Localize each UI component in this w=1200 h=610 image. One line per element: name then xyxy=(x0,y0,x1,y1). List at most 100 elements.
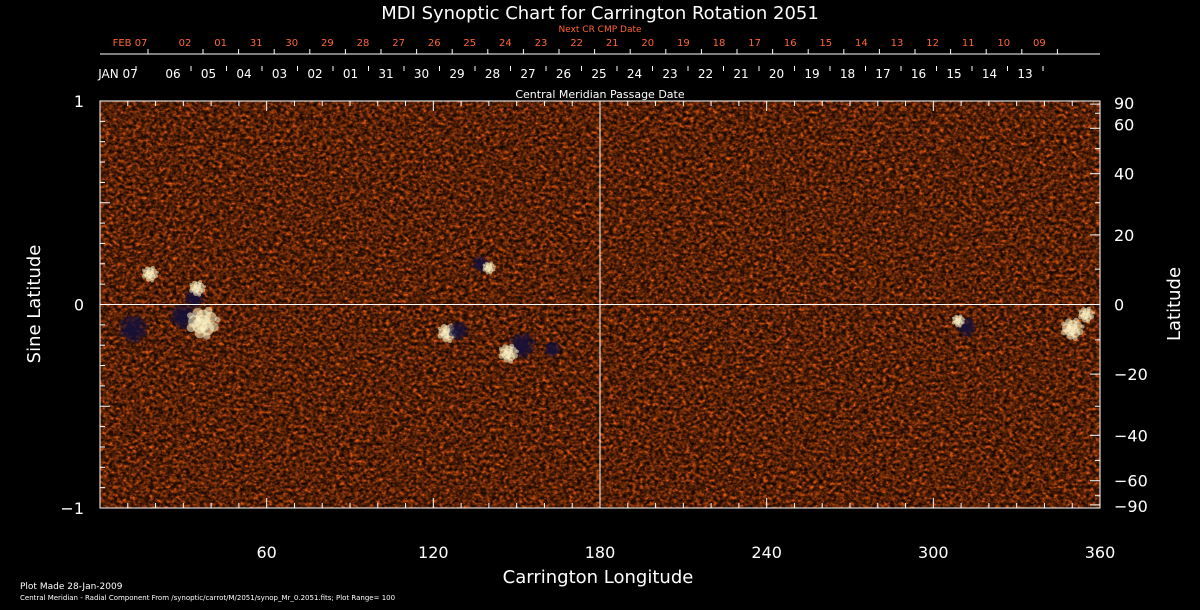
active-region-negative xyxy=(967,320,976,328)
active-region-negative xyxy=(198,297,205,304)
active-region-negative xyxy=(462,330,468,337)
y-right-tick-label: 20 xyxy=(1114,226,1134,245)
active-region-negative xyxy=(967,317,973,323)
cmp-date-label: 25 xyxy=(591,67,606,81)
active-region-positive xyxy=(1076,328,1084,336)
active-region-negative xyxy=(125,332,136,343)
active-region-positive xyxy=(498,353,504,359)
cmp-date-label: 02 xyxy=(307,67,322,81)
active-region-negative xyxy=(118,329,127,338)
active-region-positive xyxy=(186,323,196,333)
active-region-positive xyxy=(1072,335,1078,341)
x-axis-label: Carrington Longitude xyxy=(503,567,694,588)
active-region-negative xyxy=(135,318,146,330)
active-region-negative xyxy=(459,321,465,327)
active-region-negative xyxy=(472,258,476,262)
active-region-negative xyxy=(523,336,534,346)
active-region-negative xyxy=(459,324,467,332)
next-cmp-date-label: FEB 07 xyxy=(113,38,148,49)
active-region-positive xyxy=(441,323,448,331)
active-region-negative xyxy=(547,341,553,347)
y-right-tick-label: 0 xyxy=(1114,296,1124,315)
active-region-positive xyxy=(509,343,515,349)
y-left-tick-label: 0 xyxy=(74,296,84,315)
next-cmp-date-label: 15 xyxy=(819,38,832,49)
active-region-negative xyxy=(523,332,530,339)
y-right-tick-label: −40 xyxy=(1114,426,1148,445)
active-region-negative xyxy=(553,354,557,358)
active-region-positive xyxy=(963,318,966,321)
active-region-negative xyxy=(472,264,477,269)
cmp-date-label: 30 xyxy=(414,67,429,81)
active-region-positive xyxy=(200,287,206,293)
plot-description-text: Central Meridian - Radial Component From… xyxy=(20,594,395,602)
cmp-date-label: JAN 07 xyxy=(97,67,138,81)
cmp-dates: JAN 07 06 05 04 03 02 01 31 30 29 28 27 26 25 24 23 22 21… xyxy=(97,66,1044,81)
active-region-positive xyxy=(189,288,194,293)
active-region-positive xyxy=(1078,314,1083,320)
cmp-date-label: 18 xyxy=(840,67,855,81)
cmp-date-label: 16 xyxy=(911,67,926,81)
x-tick-label: 360 xyxy=(1085,543,1116,562)
next-cmp-date-label: 01 xyxy=(214,38,227,49)
y-left-axis-ticks: 1 0 −1 xyxy=(60,92,110,518)
cmp-date-label: 28 xyxy=(485,67,500,81)
active-region-negative xyxy=(555,348,561,354)
next-cmp-date-label: 27 xyxy=(392,38,405,49)
active-region-negative xyxy=(175,304,184,313)
next-cmp-date-label: 17 xyxy=(748,38,761,49)
active-region-positive xyxy=(1073,321,1082,330)
active-region-negative xyxy=(558,346,562,350)
active-region-positive xyxy=(198,282,205,289)
active-region-positive xyxy=(142,268,146,272)
active-region-positive xyxy=(489,263,495,269)
active-region-positive xyxy=(155,270,159,274)
active-region-positive xyxy=(442,335,449,343)
active-region-positive xyxy=(489,261,493,265)
active-region-negative xyxy=(957,327,963,333)
active-region-negative xyxy=(527,344,535,353)
active-region-negative xyxy=(544,344,549,348)
next-cmp-axis-label: Next CR CMP Date xyxy=(558,25,642,35)
active-region-negative xyxy=(448,324,453,329)
active-region-positive xyxy=(192,307,203,319)
cmp-date-label: 04 xyxy=(236,67,251,81)
active-region-positive xyxy=(1092,311,1095,315)
active-region-negative xyxy=(553,343,560,350)
active-region-negative xyxy=(453,333,461,341)
active-region-positive xyxy=(150,268,157,275)
active-region-positive xyxy=(141,274,147,279)
active-region-negative xyxy=(961,329,969,337)
active-region-positive xyxy=(1073,317,1079,324)
active-region-negative xyxy=(465,327,469,331)
active-region-negative xyxy=(481,255,486,260)
active-region-negative xyxy=(144,323,150,329)
active-region-positive xyxy=(1086,319,1090,324)
cmp-axis-label: Central Meridian Passage Date xyxy=(515,88,684,101)
active-region-positive xyxy=(960,320,965,325)
active-region-positive xyxy=(204,306,213,315)
cmp-date-label: 31 xyxy=(378,67,393,81)
y-left-axis-label: Sine Latitude xyxy=(24,245,45,364)
next-cmp-dates: FEB 07 02 01 31 30 29 28 27 26 25 24 23 22 21 20 19 18 17… xyxy=(113,38,1058,54)
y-right-tick-label: 60 xyxy=(1114,115,1134,134)
active-region-positive xyxy=(503,355,511,363)
active-region-positive xyxy=(1066,331,1075,340)
active-region-positive xyxy=(1064,318,1073,326)
active-region-positive xyxy=(186,312,194,319)
x-tick-label: 180 xyxy=(585,543,616,562)
y-right-tick-label: 90 xyxy=(1114,94,1134,113)
active-region-positive xyxy=(951,320,956,325)
active-region-negative xyxy=(201,294,205,299)
active-region-positive xyxy=(1061,321,1066,327)
active-region-positive xyxy=(150,278,154,283)
cmp-date-label: 21 xyxy=(733,67,748,81)
active-region-negative xyxy=(134,314,142,322)
active-region-negative xyxy=(124,315,134,325)
next-cmp-date-label: 10 xyxy=(997,38,1010,49)
active-region-positive xyxy=(489,271,492,275)
active-region-negative xyxy=(553,341,558,346)
active-region-positive xyxy=(482,268,486,272)
y-right-tick-label: −90 xyxy=(1114,497,1148,516)
active-region-positive xyxy=(1080,324,1085,329)
